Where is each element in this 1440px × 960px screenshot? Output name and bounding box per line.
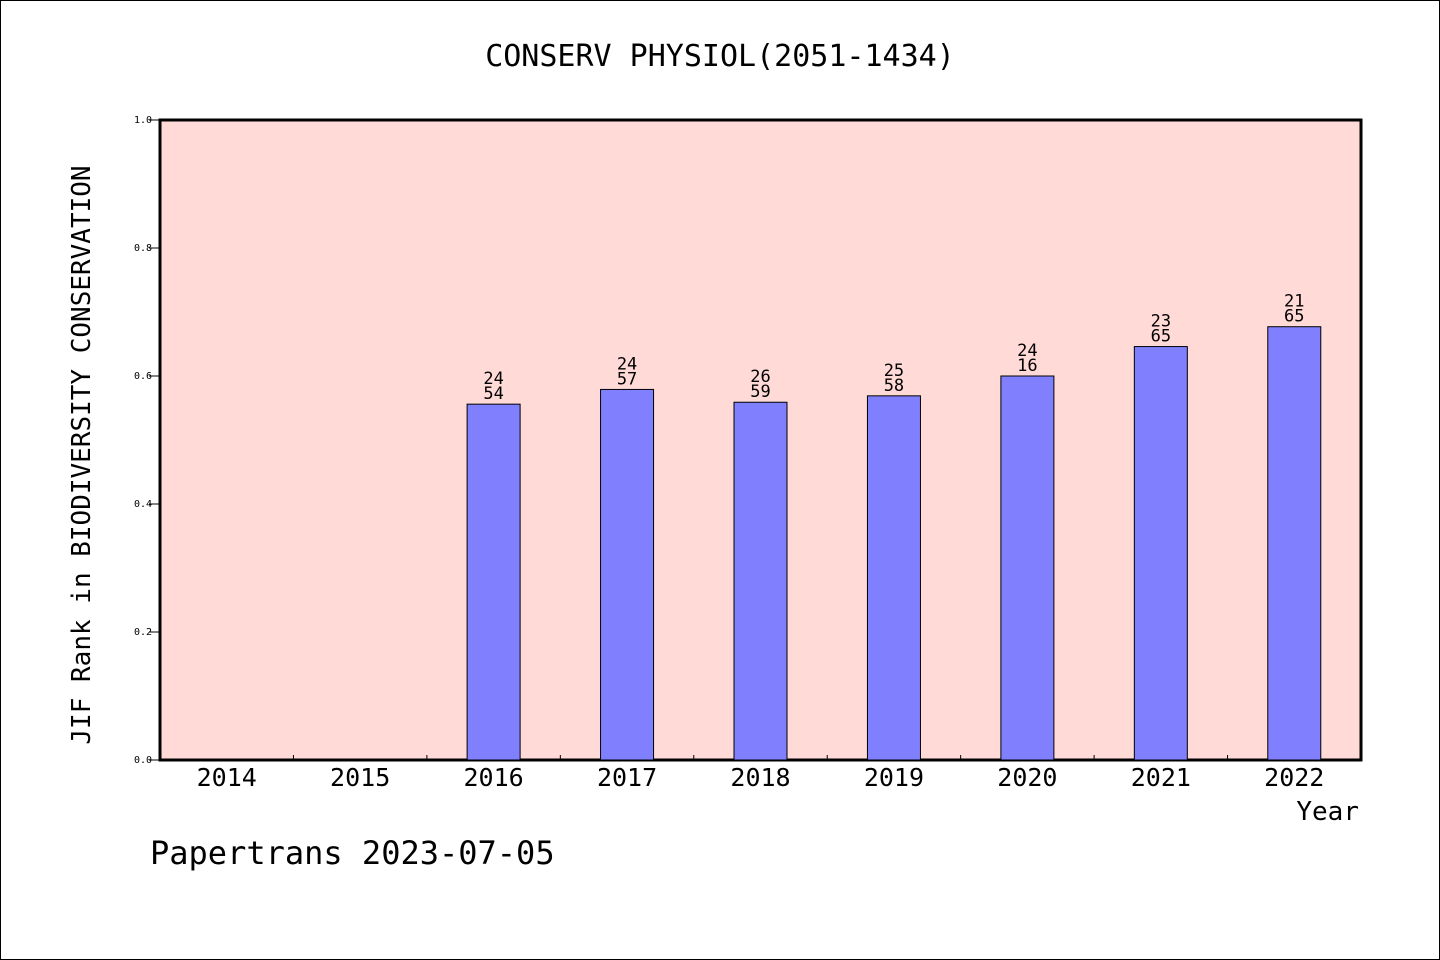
x-tick-label: 2017 — [597, 763, 657, 792]
bar-label-bottom: 16 — [1017, 356, 1037, 376]
bar-label-bottom: 65 — [1284, 307, 1304, 327]
bar-label-bottom: 65 — [1151, 327, 1171, 347]
bar — [600, 388, 655, 761]
bar-label-top: 24 — [1017, 341, 1037, 361]
bar-label-bottom: 57 — [617, 369, 637, 389]
x-axis-label: Year — [1296, 797, 1359, 827]
bar — [1133, 346, 1188, 761]
y-axis-label: JIF Rank in BIODIVERSITY CONSERVATION — [67, 165, 97, 744]
bar-label-top: 24 — [483, 369, 503, 389]
x-tick-label: 2022 — [1264, 763, 1324, 792]
y-tick-label: 1.0 — [134, 115, 152, 126]
x-tick-label: 2019 — [864, 763, 924, 792]
bar-label-top: 24 — [617, 354, 637, 374]
x-tick-label: 2015 — [330, 763, 390, 792]
y-tick-label: 0.8 — [134, 243, 152, 254]
bar — [466, 403, 521, 761]
bar-label-bottom: 59 — [750, 382, 770, 402]
bar-label-top: 21 — [1284, 292, 1304, 312]
bar — [1000, 375, 1055, 761]
x-tick-label: 2018 — [730, 763, 790, 792]
bar-label-top: 26 — [750, 367, 770, 387]
y-tick-label: 0.4 — [134, 499, 152, 510]
bar-label-bottom: 58 — [884, 376, 904, 396]
y-axis: 0.0 0.2 0.4 0.6 0.8 1.0 — [134, 115, 160, 766]
x-tick-label: 2014 — [197, 763, 257, 792]
bar — [733, 401, 788, 761]
y-tick-label: 0.2 — [134, 627, 152, 638]
chart-title: CONSERV PHYSIOL(2051-1434) — [485, 39, 955, 74]
y-tick-label: 0.6 — [134, 371, 152, 382]
x-tick-label: 2016 — [464, 763, 524, 792]
y-tick-label: 0.0 — [134, 755, 152, 766]
x-axis: 2014 2015 2016 2017 2018 2019 2020 2021 2022 — [197, 755, 1324, 792]
bar — [866, 395, 921, 761]
x-tick-label: 2021 — [1131, 763, 1191, 792]
bar — [1267, 326, 1322, 761]
bar-label-top: 25 — [884, 361, 904, 381]
bar-label-top: 23 — [1151, 312, 1171, 332]
footer-text: Papertrans 2023-07-05 — [150, 834, 555, 872]
bar-label-bottom: 54 — [483, 384, 503, 404]
x-tick-label: 2020 — [997, 763, 1057, 792]
